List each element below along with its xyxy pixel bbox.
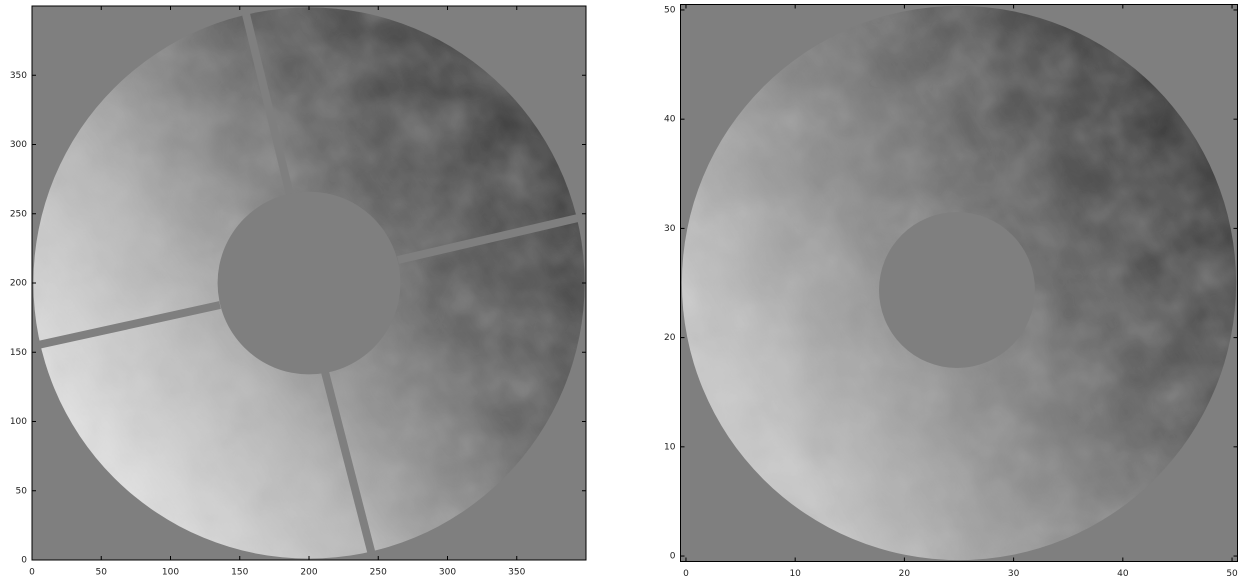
y-tick-label: 30 <box>664 224 676 234</box>
x-tick-label: 200 <box>300 568 317 578</box>
x-tick-label: 10 <box>789 569 801 579</box>
x-tick-label: 50 <box>96 568 108 578</box>
y-tick-label: 350 <box>10 71 27 81</box>
plot: 0 50 100 150 200 250 300 350 0 50 100 150 200 250 300 3… <box>10 6 586 578</box>
x-tick-label: 50 <box>1226 569 1238 579</box>
x-tick-label: 30 <box>1008 569 1020 579</box>
y-tick-label: 150 <box>10 348 27 358</box>
x-tick-label: 20 <box>899 569 911 579</box>
x-tick-label: 250 <box>370 568 387 578</box>
y-tick-label: 300 <box>10 140 27 150</box>
y-tick-label: 250 <box>10 209 27 219</box>
x-tick-label: 100 <box>162 568 179 578</box>
central-obscuration <box>879 212 1035 368</box>
plot: 0 10 20 30 40 50 0 10 20 30 40 50 <box>664 5 1238 579</box>
y-tick-label: 50 <box>16 486 28 496</box>
y-tick-label: 0 <box>670 552 676 562</box>
y-tick-label: 10 <box>664 442 676 452</box>
y-tick-label: 200 <box>10 279 27 289</box>
y-tick-label: 100 <box>10 417 27 427</box>
x-tick-label: 0 <box>29 568 35 578</box>
y-tick-label: 0 <box>21 556 27 566</box>
x-tick-label: 150 <box>231 568 248 578</box>
x-tick-label: 0 <box>683 569 689 579</box>
x-tick-label: 350 <box>508 568 525 578</box>
y-tick-label: 40 <box>664 115 676 125</box>
figure: 0501001502002503003500501001502002503003… <box>0 0 1239 579</box>
central-obscuration <box>218 192 401 375</box>
y-tick-label: 20 <box>664 333 676 343</box>
x-tick-label: 300 <box>439 568 456 578</box>
y-tick-label: 50 <box>664 5 676 15</box>
x-tick-label: 40 <box>1117 569 1129 579</box>
